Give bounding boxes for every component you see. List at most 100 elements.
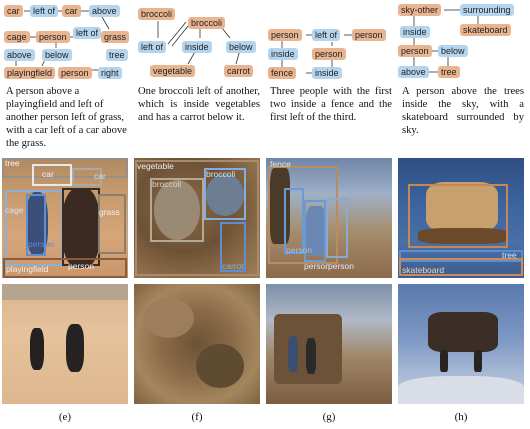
layout-image-h: tree skateboard <box>398 158 524 278</box>
graph-node: broccoli <box>188 17 226 29</box>
graph-node: above <box>4 49 35 61</box>
box-label: playingfield <box>6 264 49 274</box>
box-label: car <box>42 169 54 179</box>
bbox <box>150 178 204 242</box>
bbox <box>220 222 246 272</box>
graph-node: broccoli <box>138 8 176 20</box>
caption-g: Three people with the first two inside a… <box>270 86 392 123</box>
layout-image-g: fence person person person <box>266 158 392 278</box>
box-label: tree <box>5 158 20 168</box>
layout-image-e: tree car car cage person grass playingfi… <box>2 158 128 278</box>
graph-node: inside <box>182 41 212 53</box>
graph-edges-h <box>413 9 479 73</box>
scene-graph-e: car left of car above cage person left o… <box>2 0 130 84</box>
box-label: car <box>94 171 106 181</box>
graph-node: below <box>226 41 256 53</box>
image-region <box>418 228 508 244</box>
caption-e: A person above a playingfield and left o… <box>6 86 127 149</box>
graph-node: above <box>398 66 429 78</box>
column-g: person left of person inside person fenc… <box>266 0 392 429</box>
graph-node: below <box>438 45 468 57</box>
bbox <box>204 168 246 220</box>
figure-label-f: (f) <box>191 411 203 423</box>
bbox <box>135 160 259 276</box>
box-label: person <box>286 245 312 255</box>
bbox <box>408 184 508 248</box>
graph-node: inside <box>268 48 298 60</box>
image-region <box>440 350 448 372</box>
scene-graph-f: broccoli broccoli left of inside below v… <box>134 0 260 84</box>
column-e: car left of car above cage person left o… <box>2 0 130 429</box>
layout-image-f: vegetable broccoli broccoli carrot <box>134 158 260 278</box>
image-region <box>428 312 498 352</box>
box-label: fence <box>270 159 291 169</box>
column-h: sky-other surrounding inside skateboard … <box>398 0 524 429</box>
box-label: broccoli <box>152 179 182 189</box>
image-region <box>26 192 48 256</box>
graph-node: left of <box>138 41 167 53</box>
bbox <box>2 158 128 178</box>
graph-node: left of <box>73 27 102 39</box>
box-label: broccoli <box>206 169 236 179</box>
graph-node: below <box>42 49 72 61</box>
bbox <box>62 188 100 266</box>
scene-graph-h: sky-other surrounding inside skateboard … <box>398 0 524 84</box>
box-label: tree <box>502 250 517 260</box>
image-region <box>398 376 524 404</box>
image-region <box>288 336 298 372</box>
graph-node: inside <box>312 67 342 79</box>
bbox <box>399 250 523 262</box>
graph-node: inside <box>400 26 430 38</box>
image-region <box>2 284 128 300</box>
image-region <box>306 338 316 374</box>
figure-label-h: (h) <box>454 411 468 423</box>
graph-node: tree <box>438 66 460 78</box>
graph-node: fence <box>268 67 297 79</box>
caption-h: A person above the trees inside the sky,… <box>402 86 524 136</box>
box-label: carrot <box>222 261 244 271</box>
graph-node: vegetable <box>150 65 196 77</box>
graph-node: person <box>58 67 92 79</box>
bbox <box>304 200 326 262</box>
bbox <box>3 258 127 278</box>
image-region <box>154 180 200 240</box>
generated-image-h <box>398 284 524 404</box>
bbox <box>326 198 348 258</box>
graph-node: right <box>98 67 122 79</box>
graph-node: carrot <box>224 65 254 77</box>
graph-node: skateboard <box>460 24 511 36</box>
generated-image-g <box>266 284 392 404</box>
graph-node: left of <box>30 5 59 17</box>
graph-node: surrounding <box>460 4 514 16</box>
box-label: person <box>304 261 330 271</box>
column-f: broccoli broccoli left of inside below v… <box>134 0 260 429</box>
graph-node: sky-other <box>398 4 442 16</box>
graph-node: grass <box>101 31 130 43</box>
bbox <box>32 164 72 186</box>
scene-graph-g: person left of person inside person fenc… <box>266 0 392 84</box>
graph-node: cage <box>4 31 30 43</box>
image-region <box>306 206 326 256</box>
image-region <box>144 298 194 338</box>
generated-image-f <box>134 284 260 404</box>
box-label: person <box>28 239 54 249</box>
box-label: cage <box>5 205 24 215</box>
graph-node: playingfield <box>4 67 56 79</box>
bbox <box>98 194 126 254</box>
box-label: skateboard <box>402 265 445 275</box>
image-region <box>206 174 244 216</box>
figure-label-e: (e) <box>58 411 72 423</box>
graph-node: person <box>352 29 386 41</box>
box-label: grass <box>99 207 120 217</box>
graph-node: tree <box>106 49 128 61</box>
image-region <box>474 350 482 372</box>
bbox <box>268 166 338 264</box>
generated-image-e <box>2 284 128 404</box>
bbox <box>26 194 46 256</box>
bbox <box>399 258 523 276</box>
graph-node: person <box>312 48 346 60</box>
image-region <box>426 182 498 232</box>
image-region <box>30 328 44 370</box>
box-label: vegetable <box>137 161 174 171</box>
box-label: person <box>328 261 354 271</box>
